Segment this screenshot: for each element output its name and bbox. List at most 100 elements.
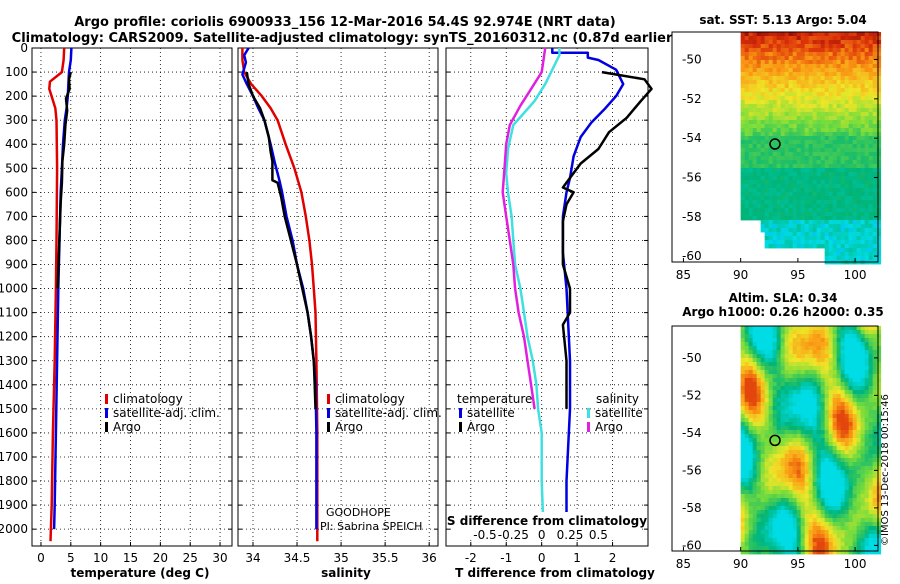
- map-cell: [864, 32, 870, 37]
- map-cell: [864, 240, 870, 245]
- map-cell: [820, 56, 826, 61]
- map-cell: [832, 466, 838, 471]
- map-cell: [820, 160, 826, 165]
- map-cell: [792, 350, 798, 355]
- map-cell: [848, 164, 854, 169]
- map-cell: [768, 394, 774, 399]
- map-cell: [792, 44, 798, 49]
- map-cell: [868, 510, 874, 515]
- map-cell: [824, 244, 830, 249]
- map-cell: [784, 406, 790, 411]
- map-cell: [772, 430, 778, 435]
- map-cell: [848, 144, 854, 149]
- map-cell: [768, 112, 774, 117]
- map-cell: [780, 56, 786, 61]
- map-cell: [776, 172, 782, 177]
- map-cell: [840, 236, 846, 241]
- map-cell: [868, 334, 874, 339]
- map-cell: [740, 526, 746, 531]
- map-cell: [872, 330, 878, 335]
- map-cell: [836, 232, 842, 237]
- map-cell: [832, 76, 838, 81]
- map-cell: [740, 192, 746, 197]
- map-cell: [876, 68, 882, 73]
- map-cell: [808, 474, 814, 479]
- map-cell: [812, 244, 818, 249]
- map-cell: [836, 88, 842, 93]
- map-cell: [748, 326, 754, 331]
- map-cell: [824, 132, 830, 137]
- map-cell: [740, 196, 746, 201]
- map-cell: [832, 490, 838, 495]
- map-cell: [776, 530, 782, 535]
- map-cell: [860, 88, 866, 93]
- map-cell: [768, 216, 774, 221]
- map-cell: [840, 116, 846, 121]
- map-cell: [812, 498, 818, 503]
- map-cell: [848, 378, 854, 383]
- map-cell: [744, 156, 750, 161]
- map-cell: [760, 84, 766, 89]
- map-cell: [744, 152, 750, 157]
- map-cell: [772, 108, 778, 113]
- map-cell: [860, 526, 866, 531]
- map-cell: [852, 92, 858, 97]
- map-cell: [828, 518, 834, 523]
- map-cell: [816, 366, 822, 371]
- map-cell: [788, 506, 794, 511]
- map-cell: [828, 370, 834, 375]
- map-cell: [872, 204, 878, 209]
- map-cell: [876, 124, 882, 129]
- map-cell: [836, 378, 842, 383]
- map-cell: [796, 438, 802, 443]
- map-cell: [856, 144, 862, 149]
- map-cell: [780, 462, 786, 467]
- map-cell: [744, 140, 750, 145]
- map-cell: [800, 180, 806, 185]
- map-cell: [768, 128, 774, 133]
- map-cell: [800, 366, 806, 371]
- map-cell: [768, 426, 774, 431]
- map-cell: [772, 228, 778, 233]
- map-cell: [828, 80, 834, 85]
- map-cell: [868, 140, 874, 145]
- map-cell: [824, 522, 830, 527]
- map-cell: [768, 458, 774, 463]
- map-cell: [872, 374, 878, 379]
- map-cell: [744, 72, 750, 77]
- map-cell: [868, 144, 874, 149]
- map-cell: [852, 474, 858, 479]
- map-cell: [752, 482, 758, 487]
- map-cell: [780, 486, 786, 491]
- map-cell: [752, 426, 758, 431]
- map-cell: [860, 140, 866, 145]
- map-cell: [796, 48, 802, 53]
- map-cell: [756, 120, 762, 125]
- map-cell: [844, 176, 850, 181]
- map-cell: [864, 184, 870, 189]
- map-cell: [864, 430, 870, 435]
- map-cell: [836, 398, 842, 403]
- map-cell: [768, 546, 774, 551]
- map-cell: [856, 370, 862, 375]
- map-cell: [788, 362, 794, 367]
- map-cell: [836, 550, 842, 555]
- map-cell: [752, 342, 758, 347]
- map-cell: [816, 458, 822, 463]
- map-cell: [812, 204, 818, 209]
- map-cell: [740, 76, 746, 81]
- map-cell: [820, 40, 826, 45]
- map-cell: [872, 346, 878, 351]
- map-cell: [836, 486, 842, 491]
- map-cell: [820, 140, 826, 145]
- map-cell: [804, 514, 810, 519]
- map-cell: [748, 184, 754, 189]
- map-cell: [808, 550, 814, 555]
- series-line-t-argo: [561, 70, 653, 409]
- map-cell: [840, 88, 846, 93]
- map-cell: [752, 434, 758, 439]
- map-cell: [820, 104, 826, 109]
- map-cell: [872, 370, 878, 375]
- map-cell: [820, 478, 826, 483]
- map-cell: [792, 502, 798, 507]
